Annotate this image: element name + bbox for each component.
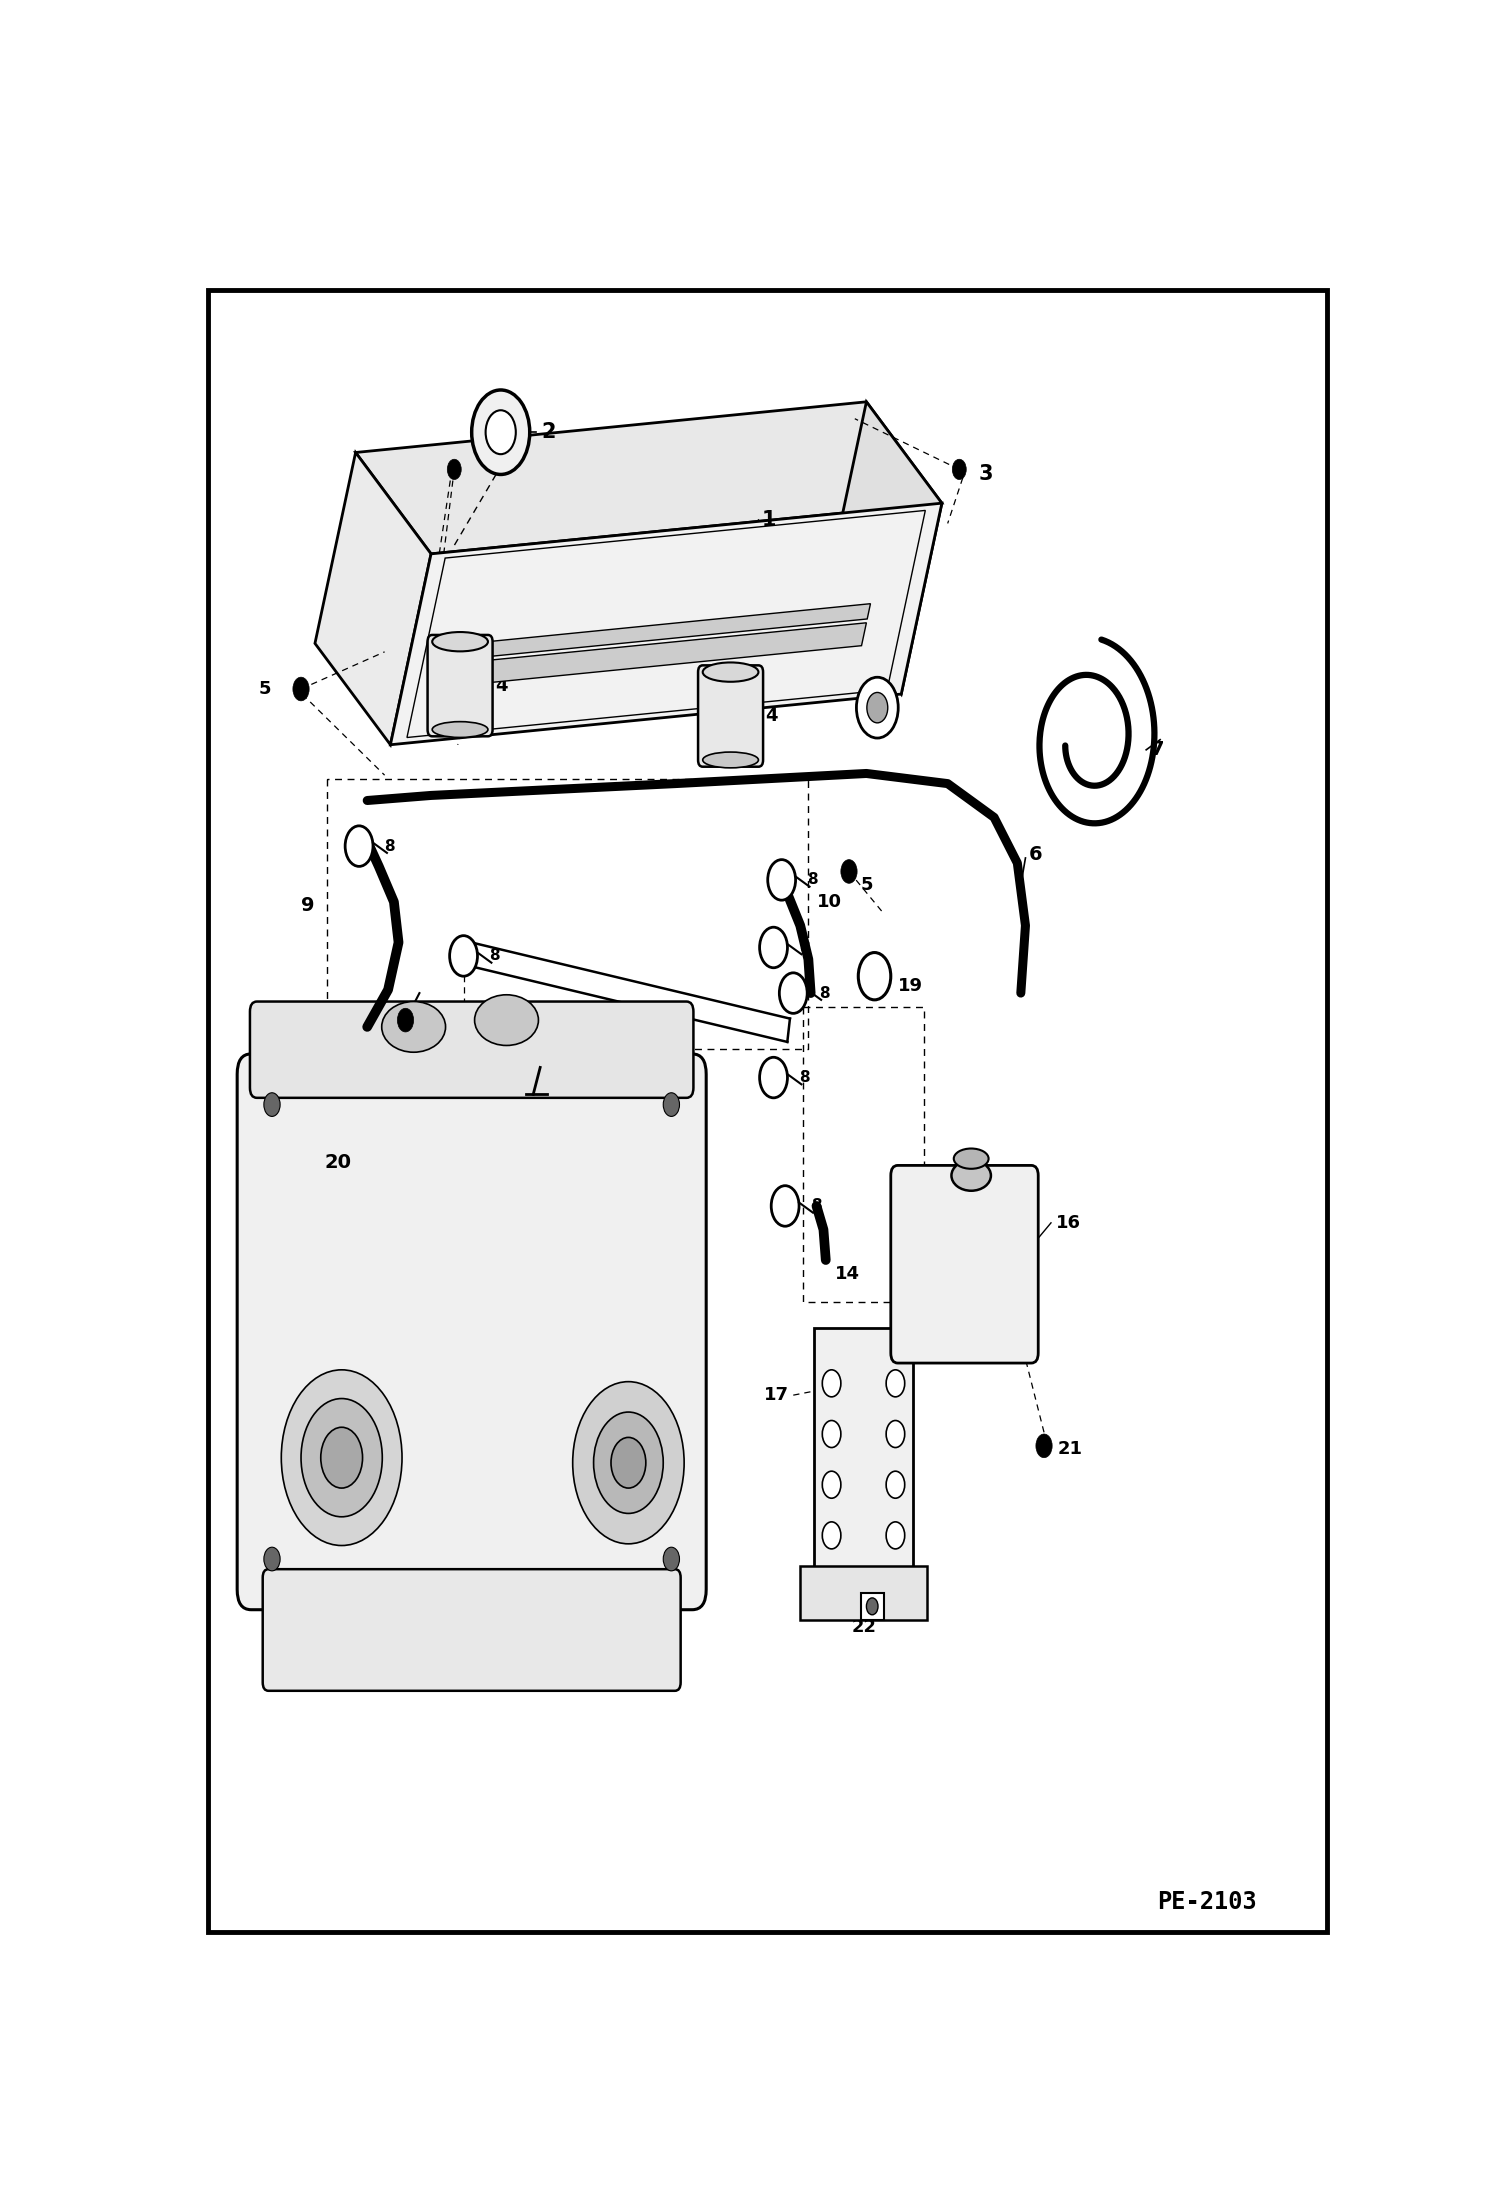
FancyBboxPatch shape [250,1000,694,1097]
Ellipse shape [703,753,758,768]
FancyBboxPatch shape [891,1165,1038,1362]
Circle shape [485,410,515,454]
Circle shape [759,1058,788,1097]
FancyBboxPatch shape [698,665,762,766]
Circle shape [887,1523,905,1549]
Circle shape [294,678,309,700]
Text: 8: 8 [807,873,818,886]
Circle shape [953,459,966,480]
Bar [815,1327,912,1573]
Text: 8: 8 [810,1198,821,1213]
Circle shape [321,1428,363,1488]
Circle shape [887,1420,905,1448]
Circle shape [264,1547,280,1571]
Text: 17: 17 [764,1387,788,1404]
Text: 19: 19 [897,976,923,996]
Text: PE-2103: PE-2103 [1156,1889,1257,1913]
Polygon shape [452,623,866,687]
FancyBboxPatch shape [262,1569,680,1692]
Ellipse shape [433,722,488,737]
Circle shape [301,1398,382,1516]
Ellipse shape [954,1147,989,1169]
Bar [800,1567,927,1619]
Text: 13: 13 [509,1108,535,1126]
Circle shape [449,935,478,976]
FancyBboxPatch shape [427,634,493,737]
Text: 6: 6 [1029,845,1043,864]
Circle shape [593,1413,664,1514]
Text: 20: 20 [324,1152,351,1172]
Circle shape [264,1093,280,1117]
Text: 4: 4 [765,706,777,724]
Polygon shape [355,402,942,553]
Text: 11: 11 [599,1007,625,1025]
Circle shape [779,972,807,1014]
Circle shape [866,1597,878,1615]
Text: 3: 3 [980,465,993,485]
Polygon shape [458,603,870,660]
Text: 5: 5 [860,875,873,893]
Circle shape [822,1420,840,1448]
Text: 8: 8 [798,939,810,954]
Circle shape [822,1369,840,1398]
Text: 18: 18 [824,1606,848,1624]
Text: 4: 4 [494,676,508,695]
Circle shape [767,860,795,900]
Text: 22: 22 [851,1617,876,1635]
Text: 7: 7 [1150,739,1164,759]
Text: 21: 21 [1058,1439,1083,1459]
Circle shape [664,1093,680,1117]
Bar [860,1593,884,1619]
Text: 1: 1 [762,509,776,531]
Circle shape [611,1437,646,1488]
Text: 8: 8 [798,1071,810,1086]
Circle shape [472,391,530,474]
Text: 8: 8 [819,985,830,1000]
Circle shape [664,1547,680,1571]
Text: 9: 9 [301,895,315,915]
Ellipse shape [433,632,488,652]
Circle shape [840,860,857,884]
Circle shape [759,928,788,968]
Circle shape [572,1382,685,1545]
Ellipse shape [951,1161,990,1191]
Text: 10: 10 [816,893,842,911]
Circle shape [282,1369,401,1545]
Circle shape [867,693,888,722]
Text: 8: 8 [385,838,395,853]
Polygon shape [825,402,942,693]
Circle shape [887,1369,905,1398]
Circle shape [822,1523,840,1549]
Circle shape [858,952,891,1000]
Text: 16: 16 [1056,1213,1080,1231]
Text: 12: 12 [379,1031,404,1049]
Text: 15: 15 [963,1231,987,1248]
Ellipse shape [475,994,538,1047]
Text: 14: 14 [834,1264,860,1283]
Circle shape [448,459,461,480]
Ellipse shape [382,1000,445,1053]
Circle shape [345,825,373,867]
FancyBboxPatch shape [237,1053,706,1610]
Circle shape [1037,1435,1052,1457]
Circle shape [822,1472,840,1499]
Text: 5: 5 [258,680,271,698]
Polygon shape [315,452,431,744]
Circle shape [857,678,899,737]
Text: 2: 2 [541,421,556,443]
Ellipse shape [703,663,758,682]
Polygon shape [391,502,942,744]
Circle shape [397,1009,413,1031]
Text: 8: 8 [488,948,500,963]
Circle shape [887,1472,905,1499]
Circle shape [771,1185,798,1226]
